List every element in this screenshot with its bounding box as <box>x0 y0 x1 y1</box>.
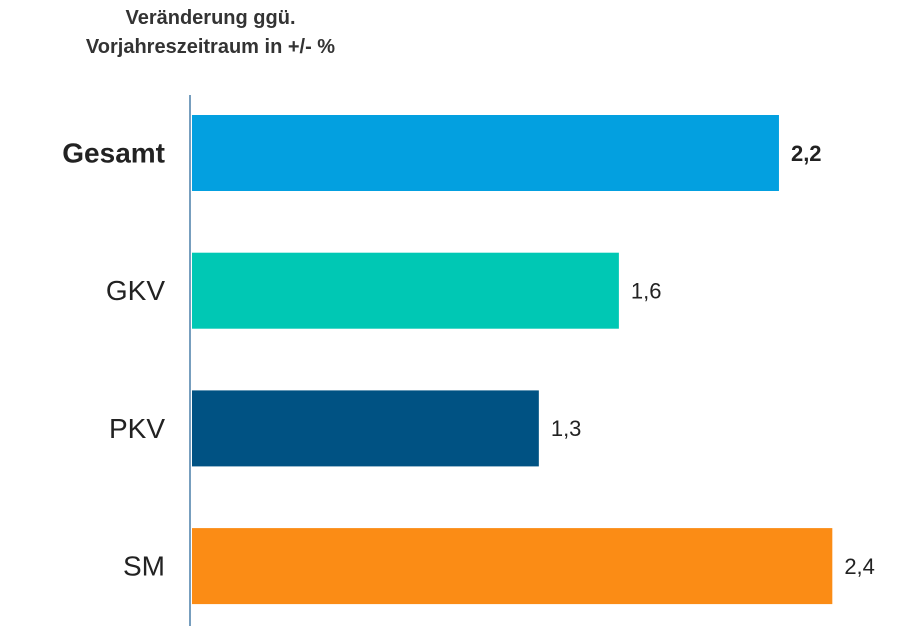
bar <box>192 528 833 605</box>
value-label: 2,2 <box>791 141 822 166</box>
category-label: GKV <box>106 275 165 306</box>
category-label: PKV <box>109 413 165 444</box>
category-label: SM <box>123 550 165 581</box>
chart-title: Veränderung ggü. Vorjahreszeitraum in +/… <box>85 7 336 58</box>
value-label: 2,4 <box>844 554 875 579</box>
category-label: Gesamt <box>62 137 165 168</box>
bar <box>192 115 779 191</box>
bar <box>192 252 619 329</box>
bar <box>192 390 539 467</box>
value-label: 1,6 <box>631 279 662 304</box>
value-label: 1,3 <box>551 416 582 441</box>
